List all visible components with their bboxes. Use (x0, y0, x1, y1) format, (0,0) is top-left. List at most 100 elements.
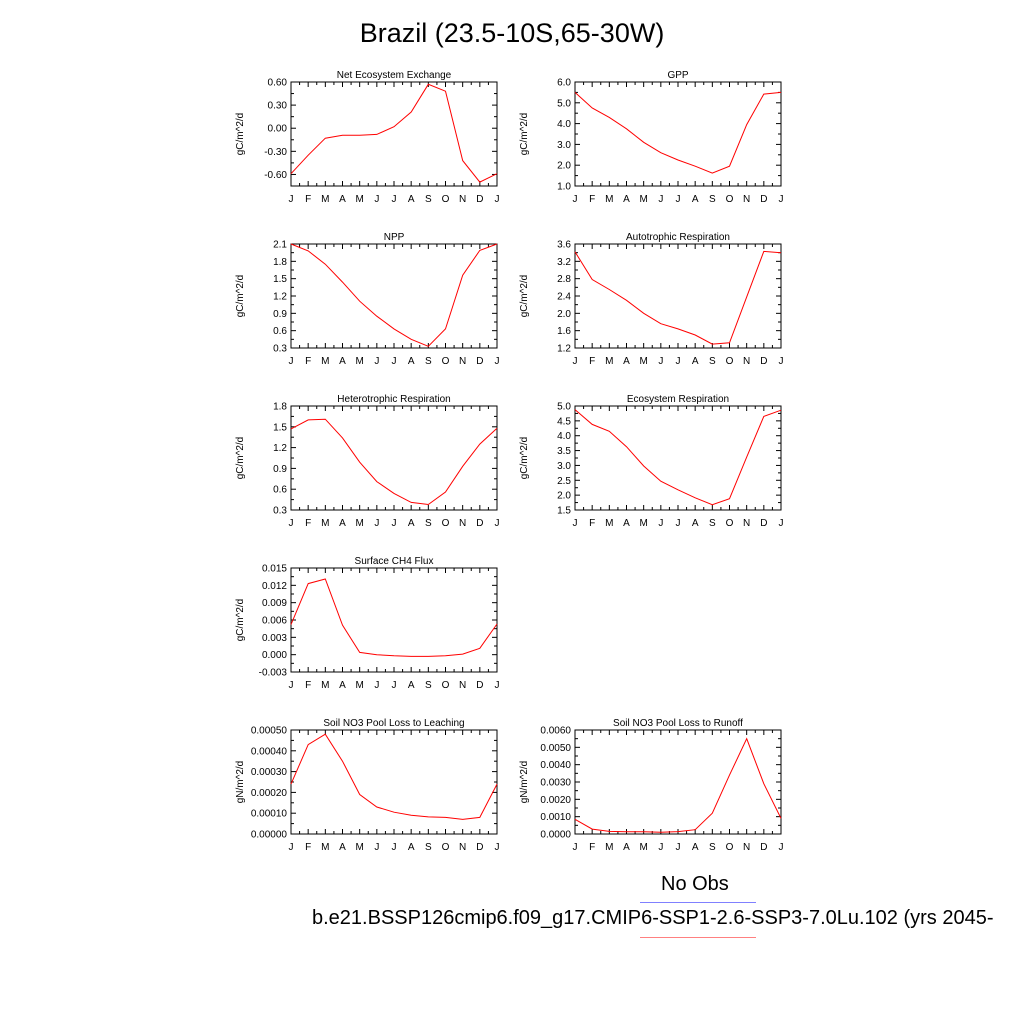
series-line (290, 418, 498, 506)
x-tick-label: A (692, 194, 699, 205)
x-tick-label: F (305, 680, 311, 691)
x-tick-label: M (639, 194, 647, 205)
legend-obs-label: No Obs (661, 873, 729, 895)
x-tick-label: M (639, 518, 647, 529)
x-tick-label: D (476, 842, 483, 853)
x-tick-label: J (573, 842, 578, 853)
x-tick-label: M (321, 194, 329, 205)
y-axis-label: gN/m^2/d (519, 761, 530, 804)
x-tick-label: O (726, 194, 734, 205)
x-tick-label: M (321, 518, 329, 529)
plot-frame (290, 729, 498, 835)
y-tick-label: 0.00040 (251, 746, 288, 757)
panel-title: Autotrophic Respiration (626, 232, 730, 243)
y-tick-label: 1.5 (273, 422, 287, 433)
y-tick-label: 2.0 (557, 161, 571, 172)
x-tick-label: O (726, 518, 734, 529)
x-tick-label: J (374, 356, 379, 367)
plot-frame (574, 729, 782, 835)
y-tick-label: 0.60 (268, 78, 288, 89)
panel-title: Ecosystem Respiration (627, 394, 729, 405)
x-tick-label: J (779, 194, 784, 205)
x-tick-label: J (676, 518, 681, 529)
x-tick-label: A (408, 842, 415, 853)
x-tick-label: J (289, 356, 294, 367)
x-tick-label: A (339, 680, 346, 691)
y-axis-label: gC/m^2/d (235, 275, 246, 318)
series-line (290, 83, 498, 183)
x-tick-label: F (305, 356, 311, 367)
x-tick-label: D (760, 194, 767, 205)
x-tick-label: D (760, 842, 767, 853)
y-tick-label: 0.0050 (540, 743, 571, 754)
y-tick-label: 0.000 (262, 650, 287, 661)
x-tick-label: M (355, 194, 363, 205)
y-tick-label: 0.00010 (251, 809, 288, 820)
series-line (574, 737, 782, 833)
x-tick-label: S (709, 194, 716, 205)
x-tick-label: J (676, 356, 681, 367)
series-line (290, 243, 498, 347)
y-tick-label: 2.1 (273, 240, 287, 251)
x-tick-label: A (408, 680, 415, 691)
x-tick-label: S (425, 680, 432, 691)
legend-obs-line (640, 902, 756, 903)
y-tick-label: 1.8 (273, 257, 287, 268)
x-tick-label: M (355, 842, 363, 853)
y-tick-label: 0.9 (273, 309, 287, 320)
series-line (290, 733, 498, 820)
y-tick-label: 1.8 (273, 402, 287, 413)
y-tick-label: 1.2 (273, 292, 287, 303)
y-tick-label: 1.6 (557, 326, 571, 337)
y-axis-label: gC/m^2/d (235, 599, 246, 642)
y-tick-label: 0.6 (273, 485, 287, 496)
x-tick-label: S (425, 518, 432, 529)
x-tick-label: A (623, 356, 630, 367)
y-tick-label: 0.0000 (540, 830, 571, 841)
y-tick-label: 5.0 (557, 98, 571, 109)
x-tick-label: N (743, 518, 750, 529)
x-tick-label: F (589, 842, 595, 853)
y-tick-label: 0.0010 (540, 812, 571, 823)
y-tick-label: 0.012 (262, 581, 287, 592)
y-tick-label: 5.0 (557, 402, 571, 413)
y-tick-label: 2.4 (557, 292, 571, 303)
x-tick-label: A (623, 518, 630, 529)
plot-frame (290, 243, 498, 349)
x-tick-label: S (425, 356, 432, 367)
x-tick-label: N (459, 356, 466, 367)
y-axis-label: gC/m^2/d (519, 437, 530, 480)
y-tick-label: -0.30 (264, 147, 287, 158)
x-tick-label: J (289, 680, 294, 691)
x-tick-label: J (392, 194, 397, 205)
plot-frame (290, 81, 498, 187)
series-line (290, 578, 498, 657)
x-tick-label: J (658, 194, 663, 205)
y-tick-label: 6.0 (557, 78, 571, 89)
x-tick-label: J (374, 842, 379, 853)
x-tick-label: M (605, 842, 613, 853)
x-tick-label: D (760, 356, 767, 367)
x-tick-label: J (573, 356, 578, 367)
x-tick-label: A (692, 518, 699, 529)
y-tick-label: 0.006 (262, 616, 287, 627)
x-tick-label: N (743, 356, 750, 367)
x-tick-label: J (374, 194, 379, 205)
y-tick-label: 2.0 (557, 309, 571, 320)
x-tick-label: M (605, 356, 613, 367)
y-tick-label: 0.3 (273, 344, 287, 355)
x-tick-label: M (321, 680, 329, 691)
series-line (574, 250, 782, 345)
x-tick-label: A (339, 356, 346, 367)
x-tick-label: J (658, 356, 663, 367)
x-tick-label: F (305, 842, 311, 853)
panel-title: Surface CH4 Flux (355, 556, 434, 567)
y-tick-label: 1.2 (557, 344, 571, 355)
y-tick-label: 0.00020 (251, 788, 288, 799)
x-tick-label: A (692, 842, 699, 853)
x-tick-label: J (392, 842, 397, 853)
x-tick-label: M (355, 518, 363, 529)
x-tick-label: O (726, 842, 734, 853)
